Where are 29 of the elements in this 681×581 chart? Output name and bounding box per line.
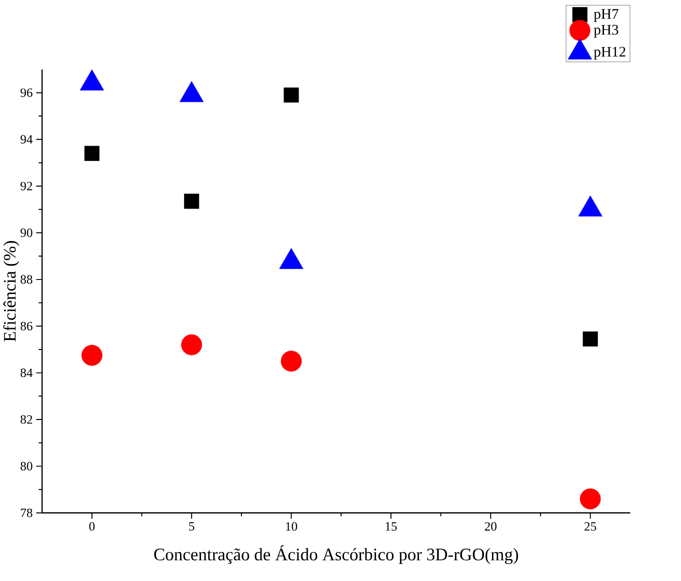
y-tick-label: 82 — [20, 415, 32, 424]
y-tick-label: 92 — [20, 182, 32, 190]
point — [582, 331, 598, 346]
y-tick-label: 84 — [20, 368, 33, 377]
y-axis-title: Eficiência (%) — [3, 240, 20, 342]
legend-label: pH7 — [594, 9, 618, 22]
x-axis-title: Concentração de Ácido Ascórbico por 3D-rGO(mg) — [154, 545, 518, 564]
y-tick-label: 86 — [20, 322, 32, 330]
point — [184, 194, 200, 209]
y-tick-label: 94 — [20, 135, 33, 144]
x-tick-label: 25 — [584, 522, 596, 531]
point — [81, 344, 102, 366]
point — [84, 146, 100, 161]
x-tick-label: 5 — [189, 522, 194, 530]
y-tick-label: 96 — [20, 88, 32, 97]
legend-label: pH3 — [594, 24, 618, 38]
x-tick-label: 20 — [484, 522, 496, 531]
point — [284, 87, 299, 102]
x-tick-label: 15 — [386, 522, 397, 531]
legend-label: pH12 — [594, 46, 626, 60]
point — [181, 334, 202, 356]
point — [580, 488, 601, 510]
x-tick-label: 10 — [286, 522, 298, 531]
x-tick-label: 0 — [89, 522, 95, 531]
y-tick-label: 88 — [20, 275, 32, 284]
y-tick-label: 90 — [20, 228, 32, 237]
point — [280, 350, 302, 372]
y-tick-label: 80 — [20, 462, 32, 470]
y-tick-label: 78 — [20, 508, 32, 518]
